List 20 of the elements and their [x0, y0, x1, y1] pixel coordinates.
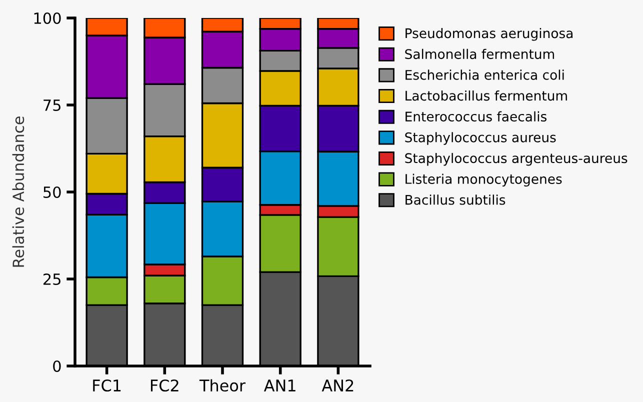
legend-label: Listeria monocytogenes	[406, 174, 562, 187]
y-tick-label: 75	[44, 100, 60, 112]
legend-label: Pseudomonas aeruginosa	[406, 28, 573, 41]
legend-label: Staphylococcus aureus	[405, 132, 556, 145]
legend-label: Salmonella fermentum	[405, 48, 554, 60]
legend-label: Staphylococcus argenteus-aureus	[405, 152, 628, 166]
x-tick-label: FC2	[150, 379, 178, 392]
x-tick-label: Theor	[199, 379, 246, 392]
y-tick-label: 50	[44, 186, 61, 198]
y-tick-label: 25	[43, 273, 60, 286]
x-tick-label: AN1	[264, 380, 296, 392]
legend-label: Enterococcus faecalis	[406, 111, 547, 122]
legend-label: Escherichia enterica coli	[406, 70, 564, 80]
x-tick-label: AN2	[322, 379, 354, 392]
y-tick-label: 0	[53, 360, 61, 372]
y-axis-title: Relative Abundance	[12, 116, 24, 267]
y-tick-label: 100	[34, 12, 61, 24]
legend-label: Lactobacillus fermentum	[406, 90, 567, 101]
x-tick-label: FC1	[93, 379, 121, 392]
legend-label: Bacillus subtilis	[406, 194, 506, 205]
